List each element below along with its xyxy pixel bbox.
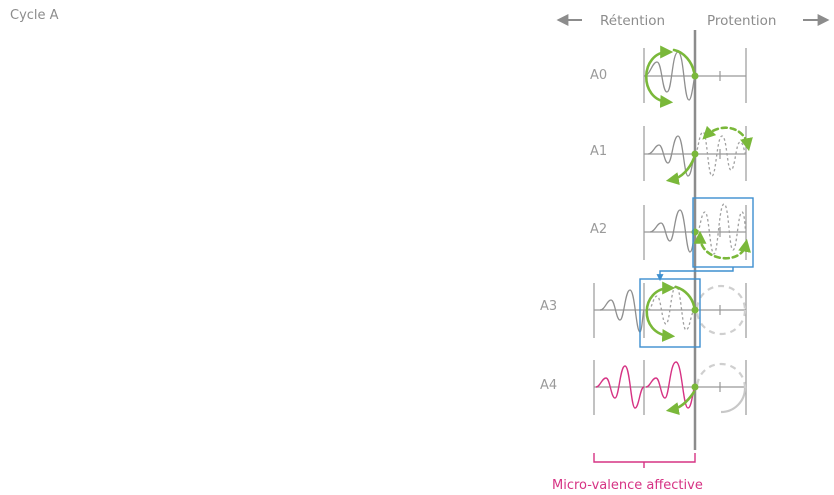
micro-valence-label: Micro-valence affective (552, 478, 703, 493)
header: Rétention Protention (556, 13, 830, 29)
row-label-a2: A2 (590, 222, 607, 237)
protention-label: Protention (707, 13, 776, 29)
affective-wave-a4 (595, 365, 645, 409)
row-a1 (643, 125, 753, 185)
loop-arrow-a1 (665, 156, 696, 185)
ghost-circle-a3 (695, 284, 747, 336)
micro-valence-bracket: Micro-valence affective (552, 453, 703, 493)
row-a0 (643, 45, 747, 108)
transfer-connector (656, 267, 734, 282)
row-label-a0: A0 (590, 68, 607, 83)
retention-label: Rétention (600, 13, 665, 29)
row-label-a1: A1 (590, 144, 607, 159)
highlight-box-a2 (692, 197, 754, 268)
loop-arrow-a4 (665, 390, 696, 415)
row-a3 (593, 278, 747, 348)
cycle-label: Cycle A (10, 8, 59, 23)
row-label-a3: A3 (540, 299, 557, 314)
row-a2 (643, 197, 754, 268)
highlight-box-a3 (639, 278, 701, 348)
row-a4 (593, 360, 747, 415)
loop-arrow-a3 (645, 281, 676, 342)
loop-arrow-a2 (693, 230, 751, 260)
loop-arrow-a0 (645, 45, 674, 108)
row-label-a4: A4 (540, 378, 557, 393)
